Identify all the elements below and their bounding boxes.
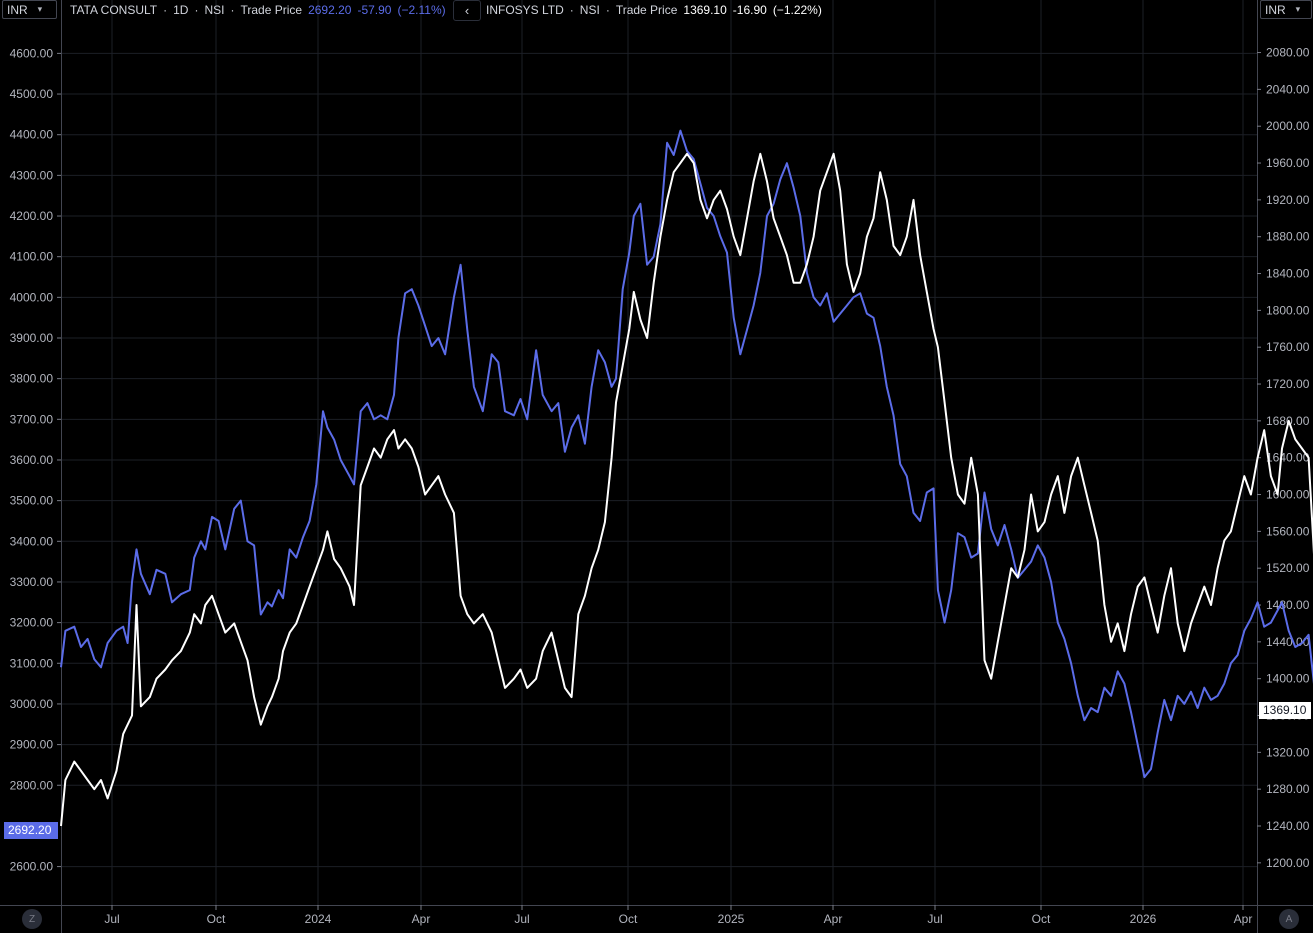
legend-price-type: Trade Price bbox=[615, 3, 678, 17]
right-tick-label: 1280.00 bbox=[1266, 782, 1310, 796]
main-series-legend[interactable]: TATA CONSULT · 1D · NSI · Trade Price 26… bbox=[70, 3, 452, 17]
x-tick-label: 2025 bbox=[718, 912, 745, 926]
x-tick-label: Oct bbox=[1032, 912, 1051, 926]
legend-separator: · bbox=[194, 3, 199, 17]
right-tick-label: 1320.00 bbox=[1266, 745, 1310, 759]
x-tick-label: Oct bbox=[619, 912, 638, 926]
legend-symbol: INFOSYS LTD bbox=[486, 3, 564, 17]
x-tick-label: Jul bbox=[927, 912, 942, 926]
left-tick-label: 3700.00 bbox=[10, 412, 54, 426]
x-tick-label: Apr bbox=[1234, 912, 1253, 926]
left-tick-label: 2900.00 bbox=[10, 738, 54, 752]
compare-series-legend[interactable]: INFOSYS LTD · NSI · Trade Price 1369.10 … bbox=[486, 3, 828, 17]
legend-separator: · bbox=[569, 3, 574, 17]
series-line-infosys-ltd[interactable] bbox=[60, 152, 1313, 827]
right-tick-label: 1600.00 bbox=[1266, 488, 1310, 502]
x-tick-label: Jul bbox=[514, 912, 529, 926]
right-tick-label: 1200.00 bbox=[1266, 856, 1310, 870]
x-tick-label: Apr bbox=[412, 912, 431, 926]
x-tick-label: Jul bbox=[104, 912, 119, 926]
chevron-down-icon: ▾ bbox=[37, 4, 43, 14]
series-line-tata-consult[interactable] bbox=[60, 129, 1313, 830]
right-tick-label: 1640.00 bbox=[1266, 451, 1310, 465]
legend-price-type: Trade Price bbox=[240, 3, 303, 17]
right-last-price-tag: 1369.10 bbox=[1259, 702, 1311, 719]
legend-change-pct: (−2.11%) bbox=[397, 3, 446, 17]
legend-exchange: NSI bbox=[579, 3, 600, 17]
left-tick-label: 3000.00 bbox=[10, 697, 54, 711]
right-tick-label: 1920.00 bbox=[1266, 193, 1310, 207]
left-last-price-tag: 2692.20 bbox=[4, 822, 58, 839]
legend-change: -16.90 bbox=[732, 3, 767, 17]
left-tick-label: 4500.00 bbox=[10, 87, 54, 101]
right-tick-label: 1800.00 bbox=[1266, 303, 1310, 317]
right-tick-label: 2040.00 bbox=[1266, 82, 1310, 96]
x-tick-label: Oct bbox=[207, 912, 226, 926]
legend-price: 1369.10 bbox=[683, 3, 727, 17]
left-tick-label: 2800.00 bbox=[10, 778, 54, 792]
left-tick-label: 3600.00 bbox=[10, 453, 54, 467]
left-tick-label: 4000.00 bbox=[10, 290, 54, 304]
left-tick-label: 4600.00 bbox=[10, 46, 54, 60]
legend-change: -57.90 bbox=[357, 3, 392, 17]
right-tick-label: 1520.00 bbox=[1266, 561, 1310, 575]
legend-price: 2692.20 bbox=[308, 3, 352, 17]
left-tick-label: 3500.00 bbox=[10, 494, 54, 508]
left-tick-label: 3800.00 bbox=[10, 372, 54, 386]
left-tick-label: 3900.00 bbox=[10, 331, 54, 345]
right-tick-label: 1720.00 bbox=[1266, 377, 1310, 391]
legend-separator: · bbox=[163, 3, 168, 17]
right-tick-label: 1480.00 bbox=[1266, 598, 1310, 612]
right-tick-label: 1560.00 bbox=[1266, 524, 1310, 538]
right-tick-label: 1880.00 bbox=[1266, 230, 1310, 244]
left-currency-button[interactable]: INR ▾ bbox=[2, 0, 57, 19]
left-tick-label: 3200.00 bbox=[10, 616, 54, 630]
collapse-legend-button[interactable]: ‹ bbox=[453, 0, 481, 21]
chevron-down-icon: ▾ bbox=[1295, 4, 1301, 14]
x-tick-label: Apr bbox=[824, 912, 843, 926]
right-tick-label: 1760.00 bbox=[1266, 340, 1310, 354]
right-tick-label: 1240.00 bbox=[1266, 819, 1310, 833]
left-currency-label: INR bbox=[7, 2, 28, 17]
legend-separator: · bbox=[605, 3, 610, 17]
left-tick-label: 4300.00 bbox=[10, 168, 54, 182]
right-tick-label: 1960.00 bbox=[1266, 156, 1310, 170]
x-tick-label: 2024 bbox=[305, 912, 332, 926]
auto-scale-right-button[interactable]: A bbox=[1279, 909, 1299, 929]
legend-exchange: NSI bbox=[204, 3, 225, 17]
left-tick-label: 3300.00 bbox=[10, 575, 54, 589]
right-tick-label: 1400.00 bbox=[1266, 672, 1310, 686]
chevron-left-icon: ‹ bbox=[464, 3, 470, 18]
left-tick-label: 4200.00 bbox=[10, 209, 54, 223]
legend-symbol: TATA CONSULT bbox=[70, 3, 158, 17]
legend-change-pct: (−1.22%) bbox=[772, 3, 822, 17]
right-tick-label: 2000.00 bbox=[1266, 119, 1310, 133]
left-tick-label: 4400.00 bbox=[10, 128, 54, 142]
right-currency-label: INR bbox=[1265, 2, 1286, 17]
legend-separator: · bbox=[230, 3, 235, 17]
legend-interval: 1D bbox=[173, 3, 189, 17]
left-tick-label: 2600.00 bbox=[10, 860, 54, 874]
right-tick-label: 1840.00 bbox=[1266, 267, 1310, 281]
left-tick-label: 3100.00 bbox=[10, 656, 54, 670]
x-tick-label: 2026 bbox=[1130, 912, 1157, 926]
left-tick-label: 3400.00 bbox=[10, 534, 54, 548]
right-currency-button[interactable]: INR ▾ bbox=[1260, 0, 1312, 19]
auto-scale-left-button[interactable]: Z bbox=[22, 909, 42, 929]
left-tick-label: 4100.00 bbox=[10, 250, 54, 264]
right-tick-label: 2080.00 bbox=[1266, 46, 1310, 60]
